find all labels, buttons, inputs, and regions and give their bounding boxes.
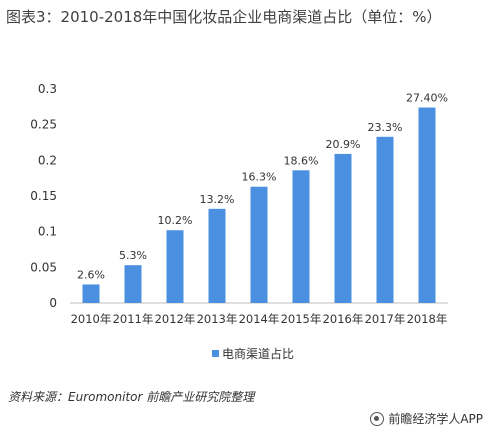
x-tick-label: 2015年 (281, 312, 322, 326)
bar-series (82, 107, 436, 304)
data-labels: 2.6% 5.3% 10.2% 13.2% 16.3% 18.6% 20.9% 23.3% 27… (77, 92, 448, 282)
x-tick-label: 2014年 (239, 312, 280, 326)
x-tick-label: 2011年 (113, 312, 154, 326)
y-tick-label: 0.2 (38, 153, 57, 167)
y-tick-label: 0.3 (38, 82, 57, 96)
bar (418, 107, 436, 304)
data-label: 5.3% (119, 249, 147, 262)
x-tick-label: 2010年 (71, 312, 112, 326)
bar (292, 170, 310, 303)
legend-swatch (212, 350, 219, 357)
data-label: 20.9% (326, 138, 361, 151)
brand-name: 前瞻经济学人APP (388, 412, 483, 426)
y-tick-label: 0 (49, 296, 57, 310)
x-tick-label: 2016年 (323, 312, 364, 326)
bar (166, 230, 184, 303)
y-tick-label: 0.15 (30, 189, 57, 203)
bar (334, 153, 352, 303)
brand-logo-icon (370, 411, 385, 426)
y-tick-label: 0.1 (38, 225, 57, 239)
source-note: 资料来源：Euromonitor 前瞻产业研究院整理 (8, 390, 255, 404)
legend: 电商渠道占比 (212, 346, 294, 361)
y-tick-label: 0.05 (30, 260, 57, 274)
brand-footer: 前瞻经济学人APP (370, 410, 483, 427)
legend-label: 电商渠道占比 (222, 346, 294, 361)
bar (250, 186, 268, 303)
y-axis: 0 0.05 0.1 0.15 0.2 0.25 0.3 (30, 82, 57, 310)
x-tick-label: 2018年 (407, 312, 448, 326)
chart-title: 图表3：2010-2018年中国化妆品企业电商渠道占比（单位：%） (6, 8, 442, 26)
data-label: 18.6% (284, 154, 319, 167)
bar (208, 208, 226, 303)
data-label: 10.2% (158, 214, 193, 227)
data-label: 13.2% (200, 193, 235, 206)
bar (124, 265, 142, 303)
x-tick-labels: 2010年 2011年 2012年 2013年 2014年 2015年 2016年 2017年… (71, 312, 448, 326)
bar (376, 136, 394, 303)
bar (82, 284, 100, 303)
data-label: 27.40% (406, 92, 448, 105)
data-label: 23.3% (368, 121, 403, 134)
y-tick-label: 0.25 (30, 118, 57, 132)
x-tick-label: 2012年 (155, 312, 196, 326)
x-tick-label: 2017年 (365, 312, 406, 326)
data-label: 2.6% (77, 268, 105, 281)
x-tick-label: 2013年 (197, 312, 238, 326)
data-label: 16.3% (242, 171, 277, 184)
